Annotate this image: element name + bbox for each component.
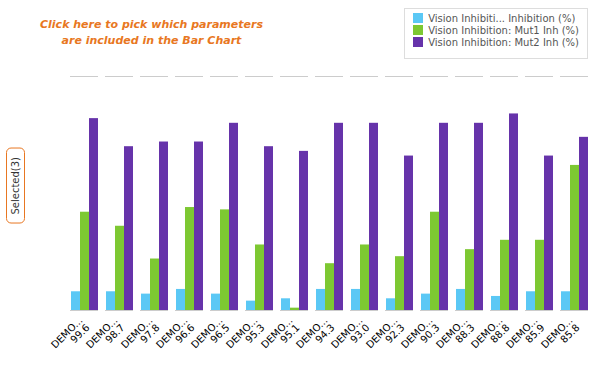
svg-text:DEMO...85.8: DEMO...85.8 xyxy=(539,315,582,358)
svg-text:DEMO...96.5: DEMO...96.5 xyxy=(189,315,232,358)
svg-text:DEMO...88.3: DEMO...88.3 xyxy=(434,315,477,358)
svg-text:DEMO...88.8: DEMO...88.8 xyxy=(469,315,512,358)
svg-text:DEMO...99.6: DEMO...99.6 xyxy=(49,315,92,358)
svg-text:DEMO...93.0: DEMO...93.0 xyxy=(329,315,372,358)
svg-text:DEMO...92.3: DEMO...92.3 xyxy=(364,315,407,358)
svg-text:DEMO...95.3: DEMO...95.3 xyxy=(224,315,267,358)
html-text:Click here to pick which param: Click here to pick which parameters are … xyxy=(40,17,263,47)
svg-text:DEMO...85.9: DEMO...85.9 xyxy=(504,315,547,358)
svg-text:DEMO...97.8: DEMO...97.8 xyxy=(119,315,162,358)
svg-text:DEMO...95.1: DEMO...95.1 xyxy=(259,315,302,358)
html-text:Vision Inhibiti... Inhibition: Vision Inhibiti... Inhibition (%) xyxy=(428,12,576,24)
html-text:Vision Inhibition: Mut1 Inh (%: Vision Inhibition: Mut1 Inh (%) xyxy=(428,24,579,36)
svg-text:DEMO...98.7: DEMO...98.7 xyxy=(84,315,127,358)
html-text:Vision Inhibition: Mut2 Inh (%: Vision Inhibition: Mut2 Inh (%) xyxy=(428,36,579,48)
svg-text:DEMO...94.3: DEMO...94.3 xyxy=(294,315,337,358)
svg-text:DEMO...90.3: DEMO...90.3 xyxy=(399,315,442,358)
svg-text:DEMO...96.6: DEMO...96.6 xyxy=(154,315,197,358)
html-text:Selected(3): Selected(3) xyxy=(9,157,21,215)
